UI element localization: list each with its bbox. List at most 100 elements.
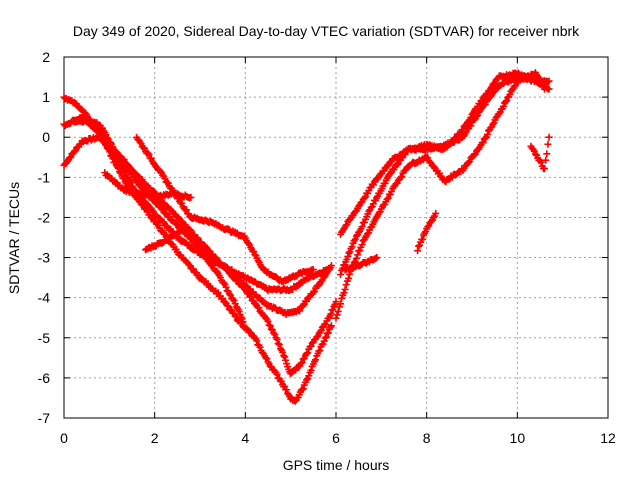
data-point <box>297 360 305 368</box>
data-point <box>352 254 360 262</box>
data-point <box>334 307 342 315</box>
data-point <box>185 260 193 268</box>
data-point <box>511 82 519 90</box>
data-point <box>256 343 264 351</box>
data-point <box>251 251 259 259</box>
data-point <box>456 130 464 138</box>
data-points <box>60 69 553 405</box>
y-tick-label: -7 <box>38 410 51 426</box>
data-point <box>415 242 423 250</box>
data-point <box>160 218 168 226</box>
data-point <box>350 237 358 245</box>
data-point <box>481 134 489 142</box>
data-point <box>280 352 288 360</box>
data-point <box>424 223 432 231</box>
data-point <box>245 289 253 297</box>
series-arc-4 <box>69 116 335 405</box>
data-point <box>342 281 350 289</box>
data-point <box>533 151 541 159</box>
data-point <box>544 140 552 148</box>
data-point <box>116 152 124 160</box>
data-point <box>162 209 170 217</box>
data-point <box>247 293 255 301</box>
data-point <box>266 362 274 370</box>
data-point <box>542 156 550 164</box>
y-tick-label: -6 <box>38 370 51 386</box>
x-tick-label: 0 <box>60 430 68 446</box>
x-tick-label: 4 <box>241 430 249 446</box>
data-point <box>401 151 409 159</box>
data-point <box>299 302 307 310</box>
data-point <box>70 148 78 156</box>
data-point <box>100 137 108 145</box>
data-point <box>414 247 422 255</box>
data-point <box>199 250 207 258</box>
x-tick-label: 2 <box>151 430 159 446</box>
data-point <box>296 307 304 315</box>
data-point <box>114 164 122 172</box>
data-point <box>229 295 237 303</box>
data-point <box>324 329 332 337</box>
data-point <box>537 158 545 166</box>
data-point <box>309 289 317 297</box>
data-point <box>479 139 487 147</box>
data-point <box>307 366 315 374</box>
data-point <box>109 155 117 163</box>
data-point <box>262 354 270 362</box>
data-point <box>189 265 197 273</box>
data-point <box>393 161 401 169</box>
data-point <box>305 372 313 380</box>
data-point <box>172 219 180 227</box>
data-point <box>194 234 202 242</box>
data-point <box>429 213 437 221</box>
data-point <box>265 321 273 329</box>
data-point <box>182 206 190 214</box>
data-point <box>358 223 366 231</box>
data-point <box>225 290 233 298</box>
data-point <box>384 194 392 202</box>
y-tick-label: 2 <box>42 49 50 65</box>
data-point <box>283 386 291 394</box>
data-point <box>303 350 311 358</box>
data-point <box>343 256 351 264</box>
series-arc-7 <box>133 133 317 286</box>
x-axis-label: GPS time / hours <box>283 457 390 473</box>
data-point <box>344 274 352 282</box>
data-point <box>312 356 320 364</box>
data-point <box>309 266 317 274</box>
data-point <box>332 314 340 322</box>
data-point <box>397 174 405 182</box>
data-point <box>291 397 299 405</box>
data-point <box>503 97 511 105</box>
data-point <box>545 133 553 141</box>
data-point <box>327 322 335 330</box>
y-tick-label: -1 <box>38 169 51 185</box>
data-point <box>390 166 398 174</box>
data-point <box>255 304 263 312</box>
data-point <box>383 195 391 203</box>
data-point <box>351 235 359 243</box>
data-point <box>208 261 216 269</box>
data-point <box>281 353 289 361</box>
data-point <box>375 209 383 217</box>
data-point <box>253 337 261 345</box>
data-point <box>186 226 194 234</box>
data-point <box>327 310 335 318</box>
series-arc-12 <box>414 209 440 255</box>
data-point <box>346 270 354 278</box>
data-point <box>241 285 249 293</box>
y-axis-label: SDTVAR / TECUs <box>6 182 22 294</box>
data-point <box>342 222 350 230</box>
data-point <box>327 262 335 270</box>
data-point <box>320 337 328 345</box>
data-point <box>178 199 186 207</box>
data-point <box>432 209 440 217</box>
data-point <box>106 148 114 156</box>
data-point <box>348 243 356 251</box>
data-point <box>543 150 551 158</box>
y-tick-label: -3 <box>38 250 51 266</box>
data-point <box>367 204 375 212</box>
data-point <box>214 289 222 297</box>
data-point <box>465 159 473 167</box>
